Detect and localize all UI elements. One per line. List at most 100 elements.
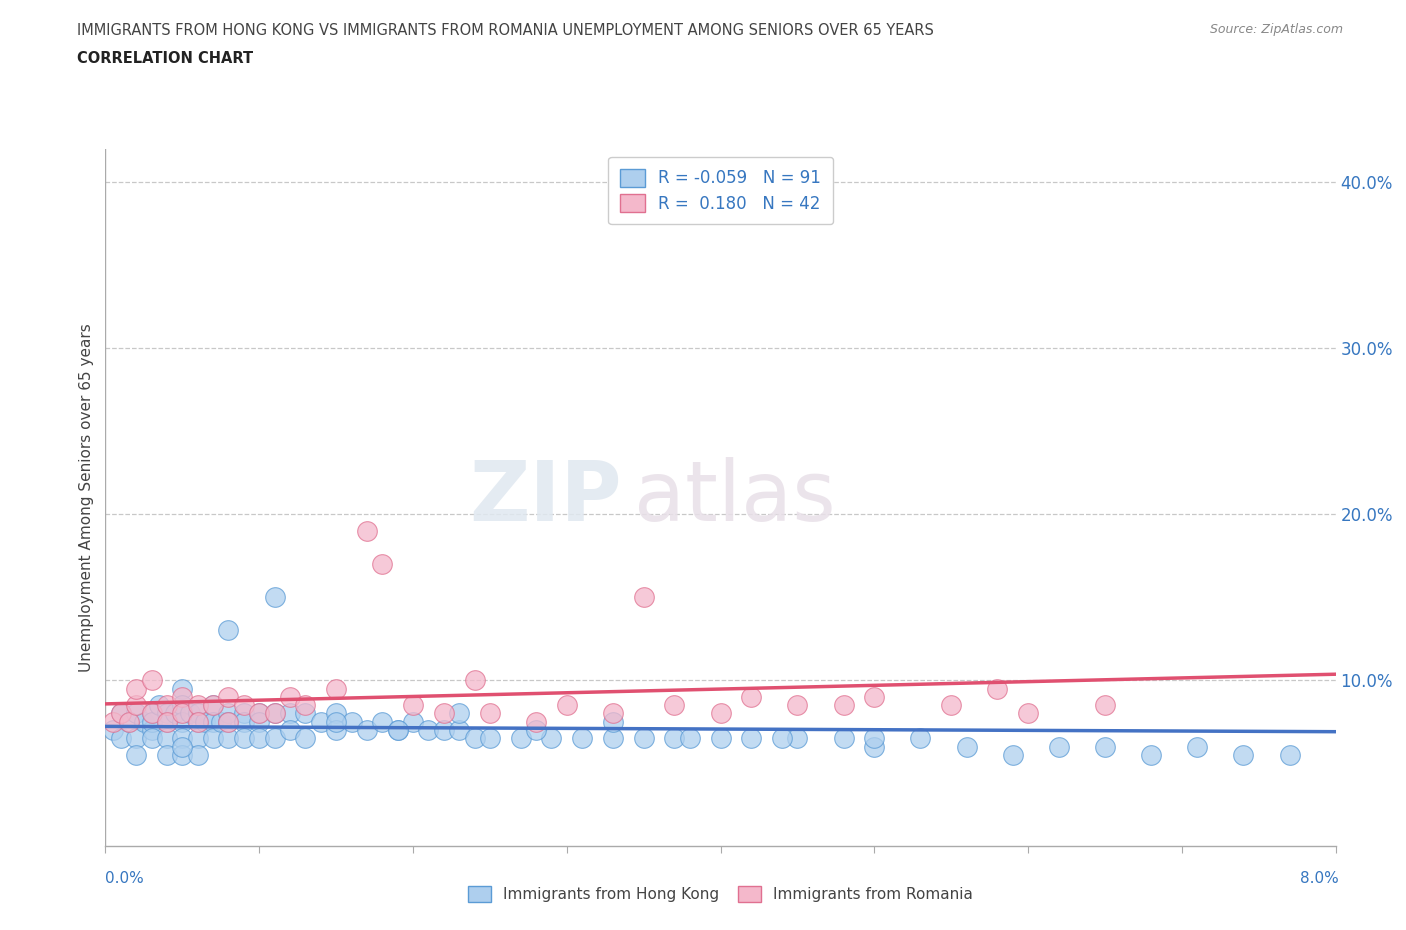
- Point: [156, 714, 179, 729]
- Point: [125, 748, 148, 763]
- Point: [125, 698, 148, 712]
- Legend: Immigrants from Hong Kong, Immigrants from Romania: Immigrants from Hong Kong, Immigrants fr…: [463, 880, 979, 909]
- Point: [179, 706, 201, 721]
- Point: [449, 706, 471, 721]
- Point: [232, 698, 254, 712]
- Point: [247, 714, 270, 729]
- Point: [863, 731, 886, 746]
- Point: [125, 706, 148, 721]
- Point: [679, 731, 702, 746]
- Point: [602, 706, 624, 721]
- Point: [156, 714, 179, 729]
- Point: [710, 731, 733, 746]
- Point: [294, 698, 316, 712]
- Point: [786, 698, 808, 712]
- Point: [232, 706, 254, 721]
- Point: [141, 714, 163, 729]
- Point: [832, 698, 855, 712]
- Point: [602, 714, 624, 729]
- Point: [1001, 748, 1024, 763]
- Point: [449, 723, 471, 737]
- Point: [156, 748, 179, 763]
- Point: [1017, 706, 1039, 721]
- Point: [633, 731, 655, 746]
- Point: [478, 731, 501, 746]
- Point: [770, 731, 793, 746]
- Point: [218, 689, 240, 704]
- Point: [1047, 739, 1070, 754]
- Point: [433, 723, 456, 737]
- Point: [202, 698, 225, 712]
- Point: [172, 698, 194, 712]
- Point: [325, 714, 347, 729]
- Point: [278, 723, 301, 737]
- Point: [218, 714, 240, 729]
- Point: [209, 714, 232, 729]
- Point: [325, 723, 347, 737]
- Point: [786, 731, 808, 746]
- Point: [132, 714, 155, 729]
- Point: [247, 706, 270, 721]
- Point: [956, 739, 979, 754]
- Point: [148, 698, 170, 712]
- Point: [325, 706, 347, 721]
- Point: [371, 556, 394, 571]
- Text: ZIP: ZIP: [470, 457, 621, 538]
- Point: [710, 706, 733, 721]
- Point: [202, 714, 225, 729]
- Point: [172, 714, 194, 729]
- Point: [187, 748, 209, 763]
- Point: [464, 672, 486, 687]
- Point: [156, 698, 179, 712]
- Point: [1278, 748, 1301, 763]
- Point: [863, 739, 886, 754]
- Point: [172, 731, 194, 746]
- Point: [986, 681, 1008, 696]
- Point: [402, 698, 425, 712]
- Point: [941, 698, 963, 712]
- Point: [294, 706, 316, 721]
- Point: [202, 698, 225, 712]
- Point: [294, 731, 316, 746]
- Point: [555, 698, 578, 712]
- Point: [172, 748, 194, 763]
- Y-axis label: Unemployment Among Seniors over 65 years: Unemployment Among Seniors over 65 years: [79, 324, 94, 672]
- Point: [340, 714, 363, 729]
- Point: [172, 739, 194, 754]
- Point: [117, 714, 139, 729]
- Point: [540, 731, 562, 746]
- Point: [194, 714, 217, 729]
- Point: [325, 681, 347, 696]
- Point: [263, 706, 285, 721]
- Point: [633, 590, 655, 604]
- Point: [402, 714, 425, 729]
- Text: atlas: atlas: [634, 457, 837, 538]
- Point: [141, 706, 163, 721]
- Point: [509, 731, 531, 746]
- Point: [910, 731, 932, 746]
- Point: [278, 706, 301, 721]
- Point: [110, 731, 132, 746]
- Point: [110, 706, 132, 721]
- Point: [740, 731, 762, 746]
- Point: [218, 706, 240, 721]
- Point: [247, 706, 270, 721]
- Point: [156, 706, 179, 721]
- Point: [740, 689, 762, 704]
- Point: [464, 731, 486, 746]
- Point: [863, 689, 886, 704]
- Text: IMMIGRANTS FROM HONG KONG VS IMMIGRANTS FROM ROMANIA UNEMPLOYMENT AMONG SENIORS : IMMIGRANTS FROM HONG KONG VS IMMIGRANTS …: [77, 23, 934, 38]
- Point: [172, 706, 194, 721]
- Point: [187, 731, 209, 746]
- Point: [125, 681, 148, 696]
- Point: [309, 714, 332, 729]
- Point: [187, 706, 209, 721]
- Point: [141, 731, 163, 746]
- Point: [247, 731, 270, 746]
- Point: [187, 714, 209, 729]
- Point: [571, 731, 593, 746]
- Point: [664, 698, 686, 712]
- Point: [172, 681, 194, 696]
- Point: [263, 706, 285, 721]
- Point: [263, 731, 285, 746]
